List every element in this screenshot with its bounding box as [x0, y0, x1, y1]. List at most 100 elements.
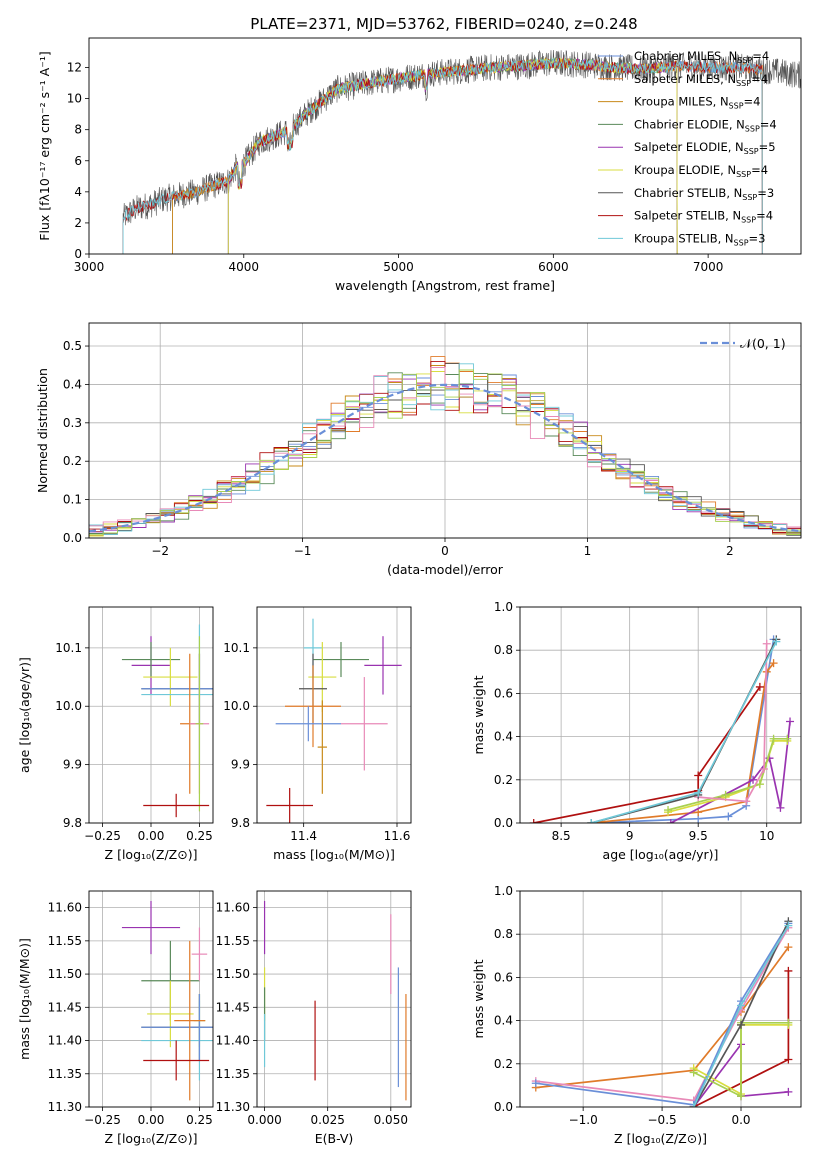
- y-tick-label: 0.2: [494, 773, 513, 787]
- ticks: −0.25 0.00 0.25 9.8 9.9 10.0 10.1: [55, 641, 213, 843]
- weight-marker: [724, 812, 733, 821]
- y-tick-label: 11.60: [48, 901, 82, 915]
- x-axis-label: age [log₁₀(age/yr)]: [603, 847, 719, 862]
- axes-frame: [88, 606, 214, 824]
- x-tick-label: 0.25: [186, 1113, 213, 1127]
- grid: [257, 891, 411, 1108]
- legend-entry: 𝒩(0, 1): [740, 336, 786, 351]
- x-tick-label: −0.5: [648, 1113, 677, 1127]
- axes-frame: [88, 37, 802, 255]
- figure-title: PLATE=2371, MJD=53762, FIBERID=0240, z=0…: [250, 15, 637, 33]
- axes-frame: [88, 890, 214, 1108]
- x-tick-label: 3000: [74, 260, 105, 274]
- weight-vs-age-panel: 8.5 9 9.5 10 0.0 0.2 0.4 0.6 0.8 1.0 age [log₁₀(ag…: [471, 600, 802, 862]
- y-tick-label: 11.30: [216, 1100, 250, 1114]
- y-tick-label: 8: [74, 123, 82, 137]
- legend-entry: Salpeter MILES, NSSP=4: [634, 72, 768, 88]
- grid: [520, 606, 801, 824]
- x-tick-label: 1: [584, 544, 592, 558]
- y-tick-label: 12: [67, 61, 82, 75]
- spectrum-line: [227, 57, 678, 254]
- plot-area: [529, 635, 795, 823]
- spectrum-line: [227, 57, 678, 254]
- y-axis-label: age [log₁₀(age/yr)]: [17, 657, 32, 773]
- weight-marker: [742, 797, 751, 806]
- x-tick-label: 9: [626, 829, 634, 843]
- y-tick-label: 11.35: [216, 1067, 250, 1081]
- x-tick-label: 4000: [229, 260, 260, 274]
- weight-marker: [531, 1079, 540, 1088]
- y-tick-label: 11.35: [48, 1067, 82, 1081]
- x-tick-label: −2: [151, 544, 169, 558]
- ticks: −0.25 0.00 0.25 11.30 11.35 11.40 11.45 11.50 11…: [48, 901, 213, 1127]
- weight-marker: [772, 637, 781, 646]
- residual-histogram: [89, 363, 801, 536]
- y-tick-label: 11.40: [216, 1034, 250, 1048]
- y-tick-label: 9.9: [63, 758, 82, 772]
- spectrum-line: [122, 49, 801, 254]
- mass-vs-ebv-panel: 0.000 0.025 0.050 11.30 11.35 11.40 11.45 11.50…: [216, 890, 412, 1146]
- weight-marker: [587, 819, 596, 823]
- x-tick-label: 0.0: [731, 1113, 750, 1127]
- x-tick-label: 0.000: [247, 1113, 281, 1127]
- x-tick-label: 9.5: [689, 829, 708, 843]
- y-tick-label: 0.3: [63, 416, 82, 430]
- x-tick-label: 2: [726, 544, 734, 558]
- weight-marker: [694, 771, 703, 780]
- weight-marker: [737, 1092, 746, 1101]
- weight-series: [666, 717, 795, 823]
- legend-entry: Kroupa ELODIE, NSSP=4: [634, 163, 768, 179]
- weight-marker: [783, 734, 792, 743]
- plot-area: [121, 624, 213, 818]
- weight-marker: [784, 943, 793, 952]
- y-tick-label: 0.0: [494, 1100, 513, 1114]
- age-vs-mass-panel: 11.4 11.6 9.8 9.9 10.0 10.1 mass [log₁₀(M/M⊙)]: [223, 606, 412, 862]
- y-tick-label: 11.30: [48, 1100, 82, 1114]
- y-tick-label: 0.4: [494, 730, 513, 744]
- y-axis-label: Normed distribution: [35, 368, 50, 493]
- weight-marker: [784, 1018, 793, 1027]
- weight-line: [698, 643, 768, 803]
- legend: Chabrier MILES, NSSP=4 Salpeter MILES, NS…: [598, 49, 777, 247]
- y-tick-label: 11.45: [48, 1000, 82, 1014]
- y-tick-label: 0.4: [494, 1014, 513, 1028]
- legend-entry: Chabrier ELODIE, NSSP=4: [634, 117, 777, 133]
- axes-frame: [256, 606, 412, 824]
- x-axis-label: wavelength [Angstrom, rest frame]: [335, 278, 555, 293]
- weight-marker: [689, 1068, 698, 1077]
- weight-marker: [755, 780, 764, 789]
- x-tick-label: 6000: [538, 260, 569, 274]
- error-bar-point: [364, 636, 402, 695]
- y-axis-label: Flux [fλ10⁻¹⁷ erg cm⁻² s⁻¹ A⁻¹]: [37, 51, 52, 240]
- y-tick-label: 11.55: [48, 934, 82, 948]
- error-bar-point: [141, 994, 213, 1061]
- weight-marker: [689, 1103, 698, 1107]
- weight-marker: [737, 1001, 746, 1010]
- y-tick-label: 0.1: [63, 493, 82, 507]
- y-tick-label: 0.0: [63, 531, 82, 545]
- y-tick-label: 1.0: [494, 600, 513, 614]
- error-bar-point: [143, 793, 210, 818]
- y-tick-label: 11.60: [216, 901, 250, 915]
- weight-marker: [769, 659, 778, 668]
- ticks: 0.000 0.025 0.050 11.30 11.35 11.40 11.45 11.50…: [216, 901, 408, 1127]
- error-bar-point: [195, 636, 204, 812]
- y-axis-label: mass [log₁₀(M/M⊙)]: [17, 938, 32, 1060]
- y-tick-label: 10.0: [223, 699, 250, 713]
- y-tick-label: 4: [74, 185, 82, 199]
- x-tick-label: 0.050: [374, 1113, 408, 1127]
- weight-marker: [666, 819, 675, 823]
- y-tick-label: 0.8: [494, 643, 513, 657]
- plot-area: [121, 900, 213, 1101]
- y-tick-label: 0.6: [494, 686, 513, 700]
- y-tick-label: 9.8: [231, 816, 250, 830]
- spectrum-line: [172, 57, 763, 254]
- plot-area: [263, 900, 407, 1101]
- x-tick-label: 7000: [693, 260, 724, 274]
- y-tick-label: 0.2: [63, 454, 82, 468]
- weight-marker: [786, 717, 795, 726]
- y-tick-label: 11.55: [216, 934, 250, 948]
- y-tick-label: 11.40: [48, 1034, 82, 1048]
- y-axis-label: mass weight: [471, 959, 486, 1038]
